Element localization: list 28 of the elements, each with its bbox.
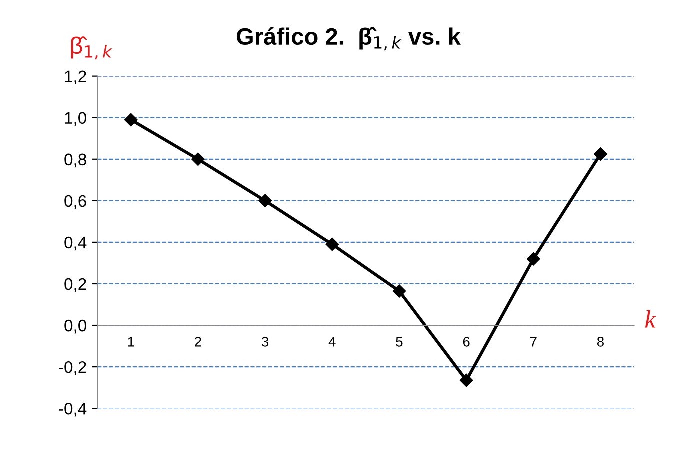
point xyxy=(124,113,138,127)
y-tick-label: -0,2 xyxy=(59,361,86,376)
x-tick-label: 8 xyxy=(597,337,604,347)
y-axis-title: β̂$_{1,k}$ xyxy=(71,36,113,60)
x-tick-label: 6 xyxy=(463,337,470,347)
x-tick-label: 3 xyxy=(262,337,269,347)
point xyxy=(192,152,205,166)
y-tick-label: -0,4 xyxy=(59,402,87,417)
x-tick-label: 7 xyxy=(530,337,537,347)
point xyxy=(326,238,339,252)
x-tick-label: 2 xyxy=(195,337,202,347)
x-tick-label: 5 xyxy=(396,337,403,347)
y-tick-label: 1,2 xyxy=(65,70,86,84)
point xyxy=(392,284,406,298)
y-tick-label: 1,0 xyxy=(65,112,87,126)
chart-title: Gráfico 2. β̂$_{1,k}$ vs. k xyxy=(236,27,461,51)
y-tick-label: 0,2 xyxy=(64,278,86,292)
y-tick-label: 0,8 xyxy=(64,154,86,168)
x-axis-title: k xyxy=(645,310,656,328)
x-tick-label: 4 xyxy=(328,337,336,347)
y-tick-label: 0,4 xyxy=(64,236,87,251)
point xyxy=(258,194,272,208)
y-tick-label: 0,6 xyxy=(64,195,86,210)
point xyxy=(460,374,474,388)
x-tick-label: 1 xyxy=(128,337,134,347)
point xyxy=(527,252,540,266)
point xyxy=(594,148,608,161)
y-tick-label: 0,0 xyxy=(64,320,87,334)
